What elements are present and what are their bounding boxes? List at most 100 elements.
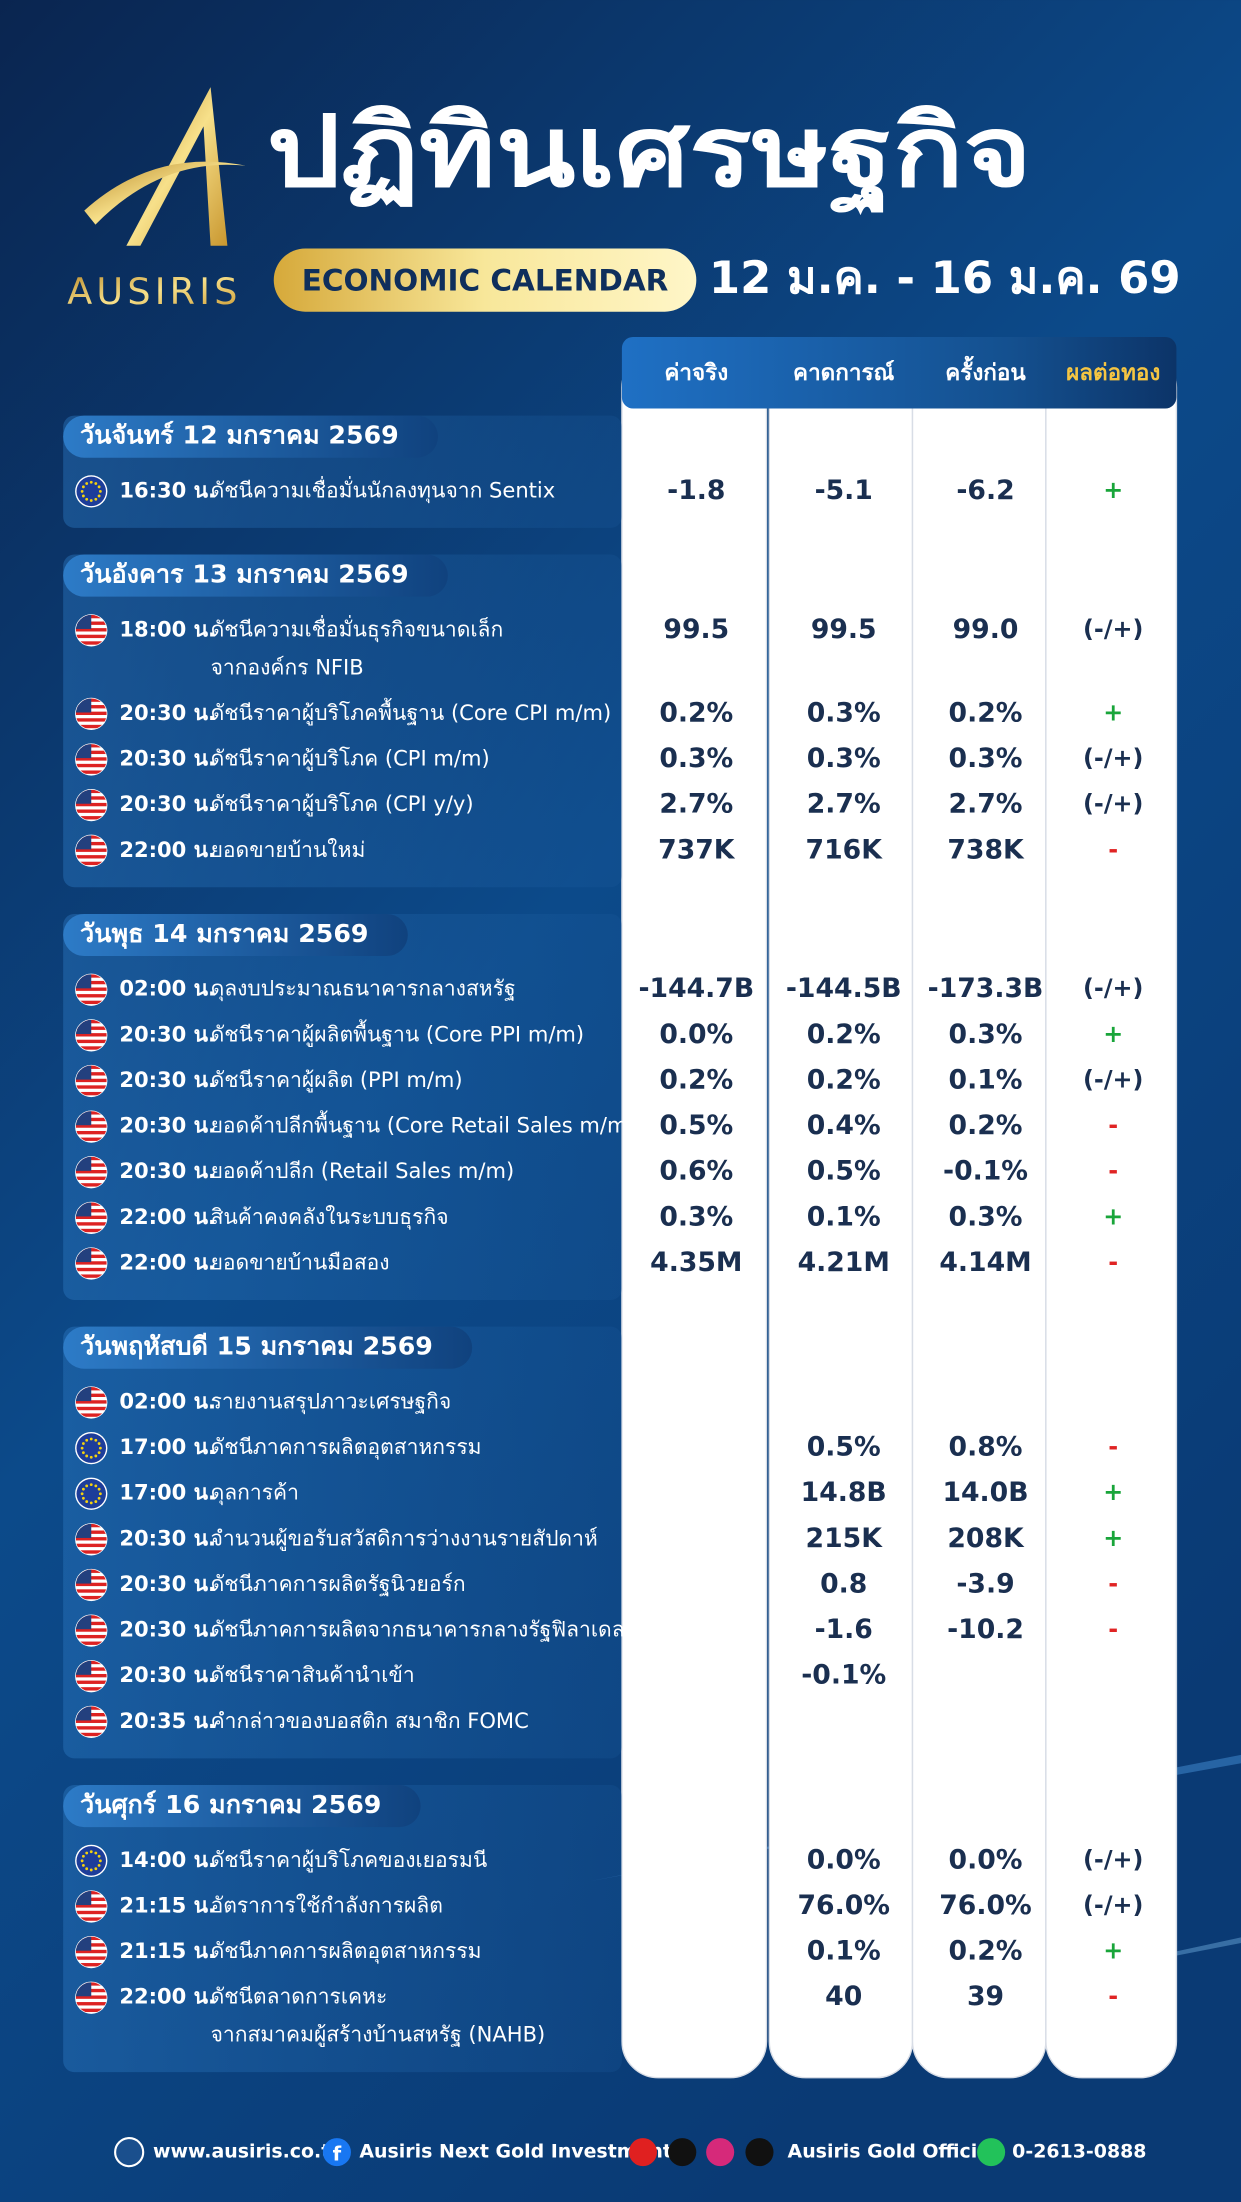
day-title: วันอังคาร 13 มกราคม 2569 bbox=[80, 560, 409, 589]
event-value: 0.8% bbox=[949, 1432, 1023, 1463]
social[interactable]: Ausiris Gold Official bbox=[788, 2141, 997, 2163]
event-value: 0.3% bbox=[659, 1201, 733, 1232]
event-name: ดัชนีราคาผู้ผลิตพื้นฐาน (Core PPI m/m) bbox=[211, 1019, 585, 1047]
flag bbox=[75, 1936, 107, 1968]
gold-effect: + bbox=[1103, 1524, 1123, 1552]
event-value: 0.5% bbox=[659, 1110, 733, 1141]
event-time: 16:30 น. bbox=[119, 477, 216, 502]
event-value: 2.7% bbox=[659, 789, 733, 820]
event-name: ดัชนีภาคการผลิตอุตสาหกรรม bbox=[211, 1938, 482, 1964]
gold-effect: + bbox=[1103, 1020, 1123, 1048]
event-name: ดัชนีราคาผู้บริโภคของเยอรมนี bbox=[211, 1847, 488, 1873]
event-value: 2.7% bbox=[949, 789, 1023, 820]
event-name: ยอดขายบ้านใหม่ bbox=[211, 837, 366, 862]
event-name: ดัชนีราคาผู้ผลิต (PPI m/m) bbox=[211, 1067, 463, 1093]
flag bbox=[75, 1982, 107, 2014]
website[interactable]: www.ausiris.co.th bbox=[153, 2141, 344, 2163]
event-value: -3.9 bbox=[956, 1568, 1014, 1599]
event-name: สินค้าคงคลังในระบบธุรกิจ bbox=[211, 1204, 449, 1230]
title: ปฏิทินเศรษฐกิจ bbox=[267, 96, 1032, 217]
event-name: ดัชนีความเชื่อมั่นธุรกิจขนาดเล็ก bbox=[211, 614, 504, 642]
event-value: 737K bbox=[658, 834, 736, 865]
facebook[interactable]: Ausiris Next Gold Investment bbox=[359, 2141, 672, 2163]
flag bbox=[75, 789, 107, 821]
event-name: ดัชนีภาคการผลิตอุตสาหกรรม bbox=[211, 1434, 482, 1460]
gold-effect: + bbox=[1103, 698, 1123, 726]
event-value: 0.0% bbox=[807, 1844, 881, 1875]
day-title: วันพุธ 14 มกราคม 2569 bbox=[80, 919, 369, 950]
gold-effect: (-/+) bbox=[1083, 974, 1143, 1002]
day-pill bbox=[63, 913, 408, 957]
event-time: 20:30 น. bbox=[119, 1113, 216, 1138]
event-value: -5.1 bbox=[815, 475, 873, 506]
youtube-icon[interactable] bbox=[628, 2138, 657, 2167]
gold-effect: - bbox=[1108, 1615, 1118, 1643]
flag bbox=[75, 698, 107, 730]
event-name: ดัชนีราคาผู้บริโภค (CPI y/y) bbox=[211, 791, 474, 817]
flag bbox=[75, 835, 107, 867]
phone[interactable]: 0-2613-0888 bbox=[1012, 2141, 1146, 2163]
event-time: 21:15 น. bbox=[119, 1892, 216, 1917]
event-time: 22:00 น. bbox=[119, 837, 216, 862]
gold-effect: - bbox=[1108, 835, 1118, 863]
day-panel bbox=[63, 1785, 622, 2073]
event-time: 20:30 น. bbox=[119, 1525, 216, 1550]
event-name: อัตราการใช้กำลังการผลิต bbox=[211, 1892, 443, 1917]
event-name: ยอดค้าปลีกพื้นฐาน (Core Retail Sales m/m… bbox=[211, 1111, 636, 1139]
event-value: 0.2% bbox=[949, 697, 1023, 728]
event-value: 0.2% bbox=[807, 1019, 881, 1050]
gold-effect: + bbox=[1103, 1478, 1123, 1506]
flag bbox=[75, 1156, 107, 1188]
event-time: 20:30 น. bbox=[119, 791, 216, 816]
column-header: ค่าจริง bbox=[664, 360, 728, 386]
tiktok-icon[interactable] bbox=[745, 2138, 774, 2167]
day-pill bbox=[63, 554, 448, 597]
event-value: 0.2% bbox=[659, 697, 733, 728]
event-value: 39 bbox=[967, 1981, 1004, 2012]
flag bbox=[75, 1477, 108, 1510]
event-time: 20:30 น. bbox=[119, 1067, 216, 1092]
gold-effect: (-/+) bbox=[1083, 1845, 1143, 1873]
event-time: 02:00 น. bbox=[119, 976, 216, 1001]
event-value: 99.5 bbox=[663, 614, 729, 645]
event-value: 0.3% bbox=[659, 743, 733, 774]
event-name: จากองค์กร NFIB bbox=[211, 654, 364, 679]
event-time: 22:00 น. bbox=[119, 1984, 216, 2009]
web-icon bbox=[114, 2137, 145, 2168]
event-value: 0.3% bbox=[949, 1019, 1023, 1050]
event-time: 20:30 น. bbox=[119, 1662, 216, 1687]
gold-effect: - bbox=[1108, 1982, 1118, 2010]
event-value: 0.5% bbox=[807, 1432, 881, 1463]
flag bbox=[75, 614, 107, 646]
flag bbox=[75, 475, 108, 508]
event-value: 0.3% bbox=[807, 743, 881, 774]
event-name: ดัชนีตลาดการเคหะ bbox=[211, 1984, 388, 2009]
event-value: 2.7% bbox=[807, 789, 881, 820]
event-value: 99.5 bbox=[811, 614, 877, 645]
event-value: 0.0% bbox=[949, 1844, 1023, 1875]
gold-effect: + bbox=[1103, 476, 1123, 504]
brand: AUSIRIS bbox=[67, 270, 241, 313]
event-value: 76.0% bbox=[797, 1890, 889, 1921]
event-value: 0.1% bbox=[807, 1201, 881, 1232]
flag bbox=[75, 1706, 107, 1738]
day-title: วันพฤหัสบดี 15 มกราคม 2569 bbox=[80, 1332, 433, 1361]
flag bbox=[75, 1569, 107, 1601]
day-title: วันจันทร์ 12 มกราคม 2569 bbox=[80, 421, 399, 450]
event-value: 4.21M bbox=[798, 1247, 890, 1278]
instagram-icon[interactable] bbox=[706, 2138, 735, 2167]
event-value: 738K bbox=[947, 834, 1025, 865]
event-name: จำนวนผู้ขอรับสวัสดิการว่างงานรายสัปดาห์ bbox=[211, 1525, 598, 1551]
x-icon[interactable] bbox=[668, 2138, 697, 2167]
gold-effect: (-/+) bbox=[1083, 1065, 1143, 1093]
event-value: 0.3% bbox=[949, 1201, 1023, 1232]
gold-effect: - bbox=[1108, 1157, 1118, 1185]
event-name: รายงานสรุปภาวะเศรษฐกิจ bbox=[211, 1388, 452, 1414]
event-value: -0.1% bbox=[943, 1156, 1028, 1187]
footer: www.ausiris.co.th f Ausiris Next Gold In… bbox=[114, 2137, 1146, 2168]
flag bbox=[75, 1431, 108, 1465]
flag bbox=[75, 1614, 107, 1646]
subtitle: ECONOMIC CALENDAR bbox=[302, 264, 669, 298]
flag bbox=[75, 743, 107, 775]
event-value: -144.5B bbox=[786, 973, 902, 1004]
